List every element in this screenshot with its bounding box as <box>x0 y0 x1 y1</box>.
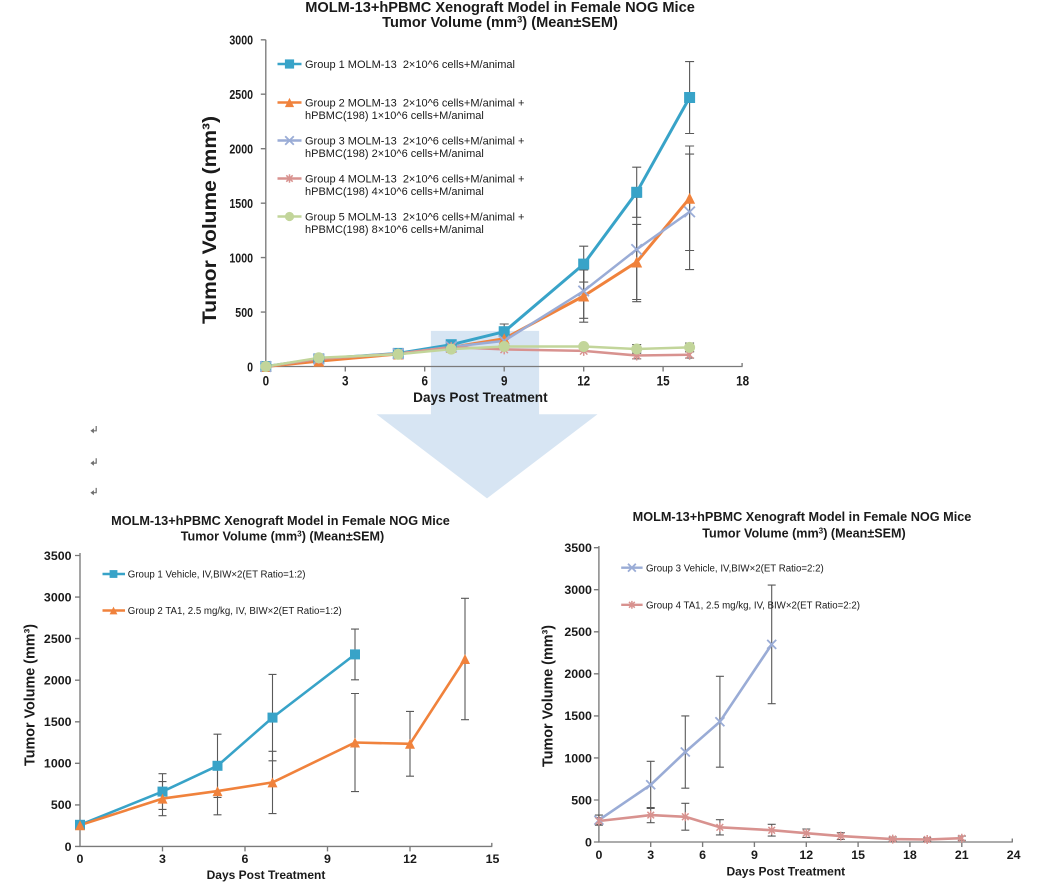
svg-text:12: 12 <box>799 848 813 862</box>
svg-text:Group 1 MOLM-13 2×10^6 cells+: Group 1 MOLM-13 2×10^6 cells+M/animal <box>305 59 515 71</box>
svg-text:6: 6 <box>422 374 429 389</box>
svg-text:2500: 2500 <box>564 625 592 639</box>
svg-text:3500: 3500 <box>44 549 72 563</box>
svg-text:1500: 1500 <box>564 709 592 723</box>
svg-text:hPBMC(198) 8×10^6 cells+M/anim: hPBMC(198) 8×10^6 cells+M/animal <box>305 224 484 236</box>
svg-text:24: 24 <box>1007 848 1021 862</box>
svg-text:6: 6 <box>699 848 706 862</box>
svg-text:0: 0 <box>263 374 270 389</box>
svg-text:Group 1 Vehicle, IV,BIW×2(ET R: Group 1 Vehicle, IV,BIW×2(ET Ratio=1:2) <box>128 570 306 581</box>
svg-text:Tumor Volume (mm3) (Mean±SEM): Tumor Volume (mm3) (Mean±SEM) <box>702 526 905 540</box>
svg-text:500: 500 <box>571 793 592 807</box>
svg-text:18: 18 <box>903 848 917 862</box>
svg-text:hPBMC(198) 2×10^6 cells+M/anim: hPBMC(198) 2×10^6 cells+M/animal <box>305 148 484 160</box>
svg-text:3000: 3000 <box>564 583 592 597</box>
svg-text:MOLM-13+hPBMC Xenograft Model: MOLM-13+hPBMC Xenograft Model in Female … <box>633 510 972 524</box>
svg-text:Group 5 MOLM-13 2×10^6 cells+: Group 5 MOLM-13 2×10^6 cells+M/animal + <box>305 212 524 224</box>
svg-text:1500: 1500 <box>44 715 72 729</box>
svg-text:12: 12 <box>577 374 590 389</box>
svg-text:MOLM-13+hPBMC Xenograft Model: MOLM-13+hPBMC Xenograft Model in Female … <box>305 0 695 16</box>
svg-text:15: 15 <box>851 848 865 862</box>
svg-text:3000: 3000 <box>229 33 253 48</box>
svg-text:Group 4 TA1, 2.5 mg/kg, IV, BI: Group 4 TA1, 2.5 mg/kg, IV, BIW×2(ET Rat… <box>646 600 860 611</box>
svg-text:6: 6 <box>242 852 249 866</box>
svg-text:3000: 3000 <box>44 591 72 605</box>
svg-text:Group 2 TA1, 2.5 mg/kg, IV, BI: Group 2 TA1, 2.5 mg/kg, IV, BIW×2(ET Rat… <box>128 606 342 617</box>
svg-text:2500: 2500 <box>229 87 253 102</box>
svg-text:21: 21 <box>955 848 969 862</box>
svg-text:hPBMC(198) 1×10^6 cells+M/anim: hPBMC(198) 1×10^6 cells+M/animal <box>305 110 484 122</box>
svg-text:hPBMC(198) 4×10^6 cells+M/anim: hPBMC(198) 4×10^6 cells+M/animal <box>305 186 484 198</box>
svg-text:Group 3 MOLM-13 2×10^6 cells+: Group 3 MOLM-13 2×10^6 cells+M/animal + <box>305 136 524 148</box>
svg-text:12: 12 <box>403 852 417 866</box>
svg-text:0: 0 <box>595 848 602 862</box>
svg-text:Days Post Treatment: Days Post Treatment <box>413 390 548 405</box>
svg-text:Group 3 Vehicle, IV,BIW×2(ET R: Group 3 Vehicle, IV,BIW×2(ET Ratio=2:2) <box>646 563 824 574</box>
svg-text:0: 0 <box>585 835 592 849</box>
svg-text:15: 15 <box>657 374 670 389</box>
svg-text:500: 500 <box>235 305 253 320</box>
svg-text:3500: 3500 <box>564 541 592 555</box>
svg-text:Days Post Treatment: Days Post Treatment <box>207 868 326 882</box>
svg-text:3: 3 <box>342 374 349 389</box>
svg-text:Tumor Volume (mm3) (Mean±SEM): Tumor Volume (mm3) (Mean±SEM) <box>382 14 618 31</box>
svg-text:9: 9 <box>501 374 508 389</box>
svg-text:1000: 1000 <box>44 757 72 771</box>
svg-text:Tumor Volume (mm3) (Mean±SEM): Tumor Volume (mm3) (Mean±SEM) <box>181 530 384 544</box>
svg-text:3: 3 <box>647 848 654 862</box>
svg-text:0: 0 <box>65 840 72 854</box>
svg-text:1000: 1000 <box>229 251 253 266</box>
svg-text:9: 9 <box>324 852 331 866</box>
svg-text:0: 0 <box>247 359 253 374</box>
svg-text:1000: 1000 <box>564 751 592 765</box>
svg-text:MOLM-13+hPBMC Xenograft Model: MOLM-13+hPBMC Xenograft Model in Female … <box>111 514 450 528</box>
svg-text:Group 2 MOLM-13 2×10^6 cells+: Group 2 MOLM-13 2×10^6 cells+M/animal + <box>305 98 524 110</box>
svg-text:Tumor Volume (mm³): Tumor Volume (mm³) <box>541 625 557 767</box>
svg-text:Tumor Volume (mm³): Tumor Volume (mm³) <box>23 624 39 766</box>
svg-text:3: 3 <box>159 852 166 866</box>
svg-text:2000: 2000 <box>229 142 253 157</box>
svg-text:2500: 2500 <box>44 632 72 646</box>
svg-text:500: 500 <box>51 798 72 812</box>
svg-text:15: 15 <box>486 852 500 866</box>
svg-text:1500: 1500 <box>229 196 253 211</box>
svg-text:9: 9 <box>751 848 758 862</box>
svg-text:0: 0 <box>77 852 84 866</box>
svg-text:18: 18 <box>736 374 749 389</box>
svg-text:Tumor Volume (mm³): Tumor Volume (mm³) <box>200 116 221 324</box>
svg-text:Days Post Treatment: Days Post Treatment <box>726 865 845 879</box>
svg-text:Group 4 MOLM-13 2×10^6 cells+: Group 4 MOLM-13 2×10^6 cells+M/animal + <box>305 174 524 186</box>
svg-text:2000: 2000 <box>564 667 592 681</box>
svg-text:2000: 2000 <box>44 674 72 688</box>
